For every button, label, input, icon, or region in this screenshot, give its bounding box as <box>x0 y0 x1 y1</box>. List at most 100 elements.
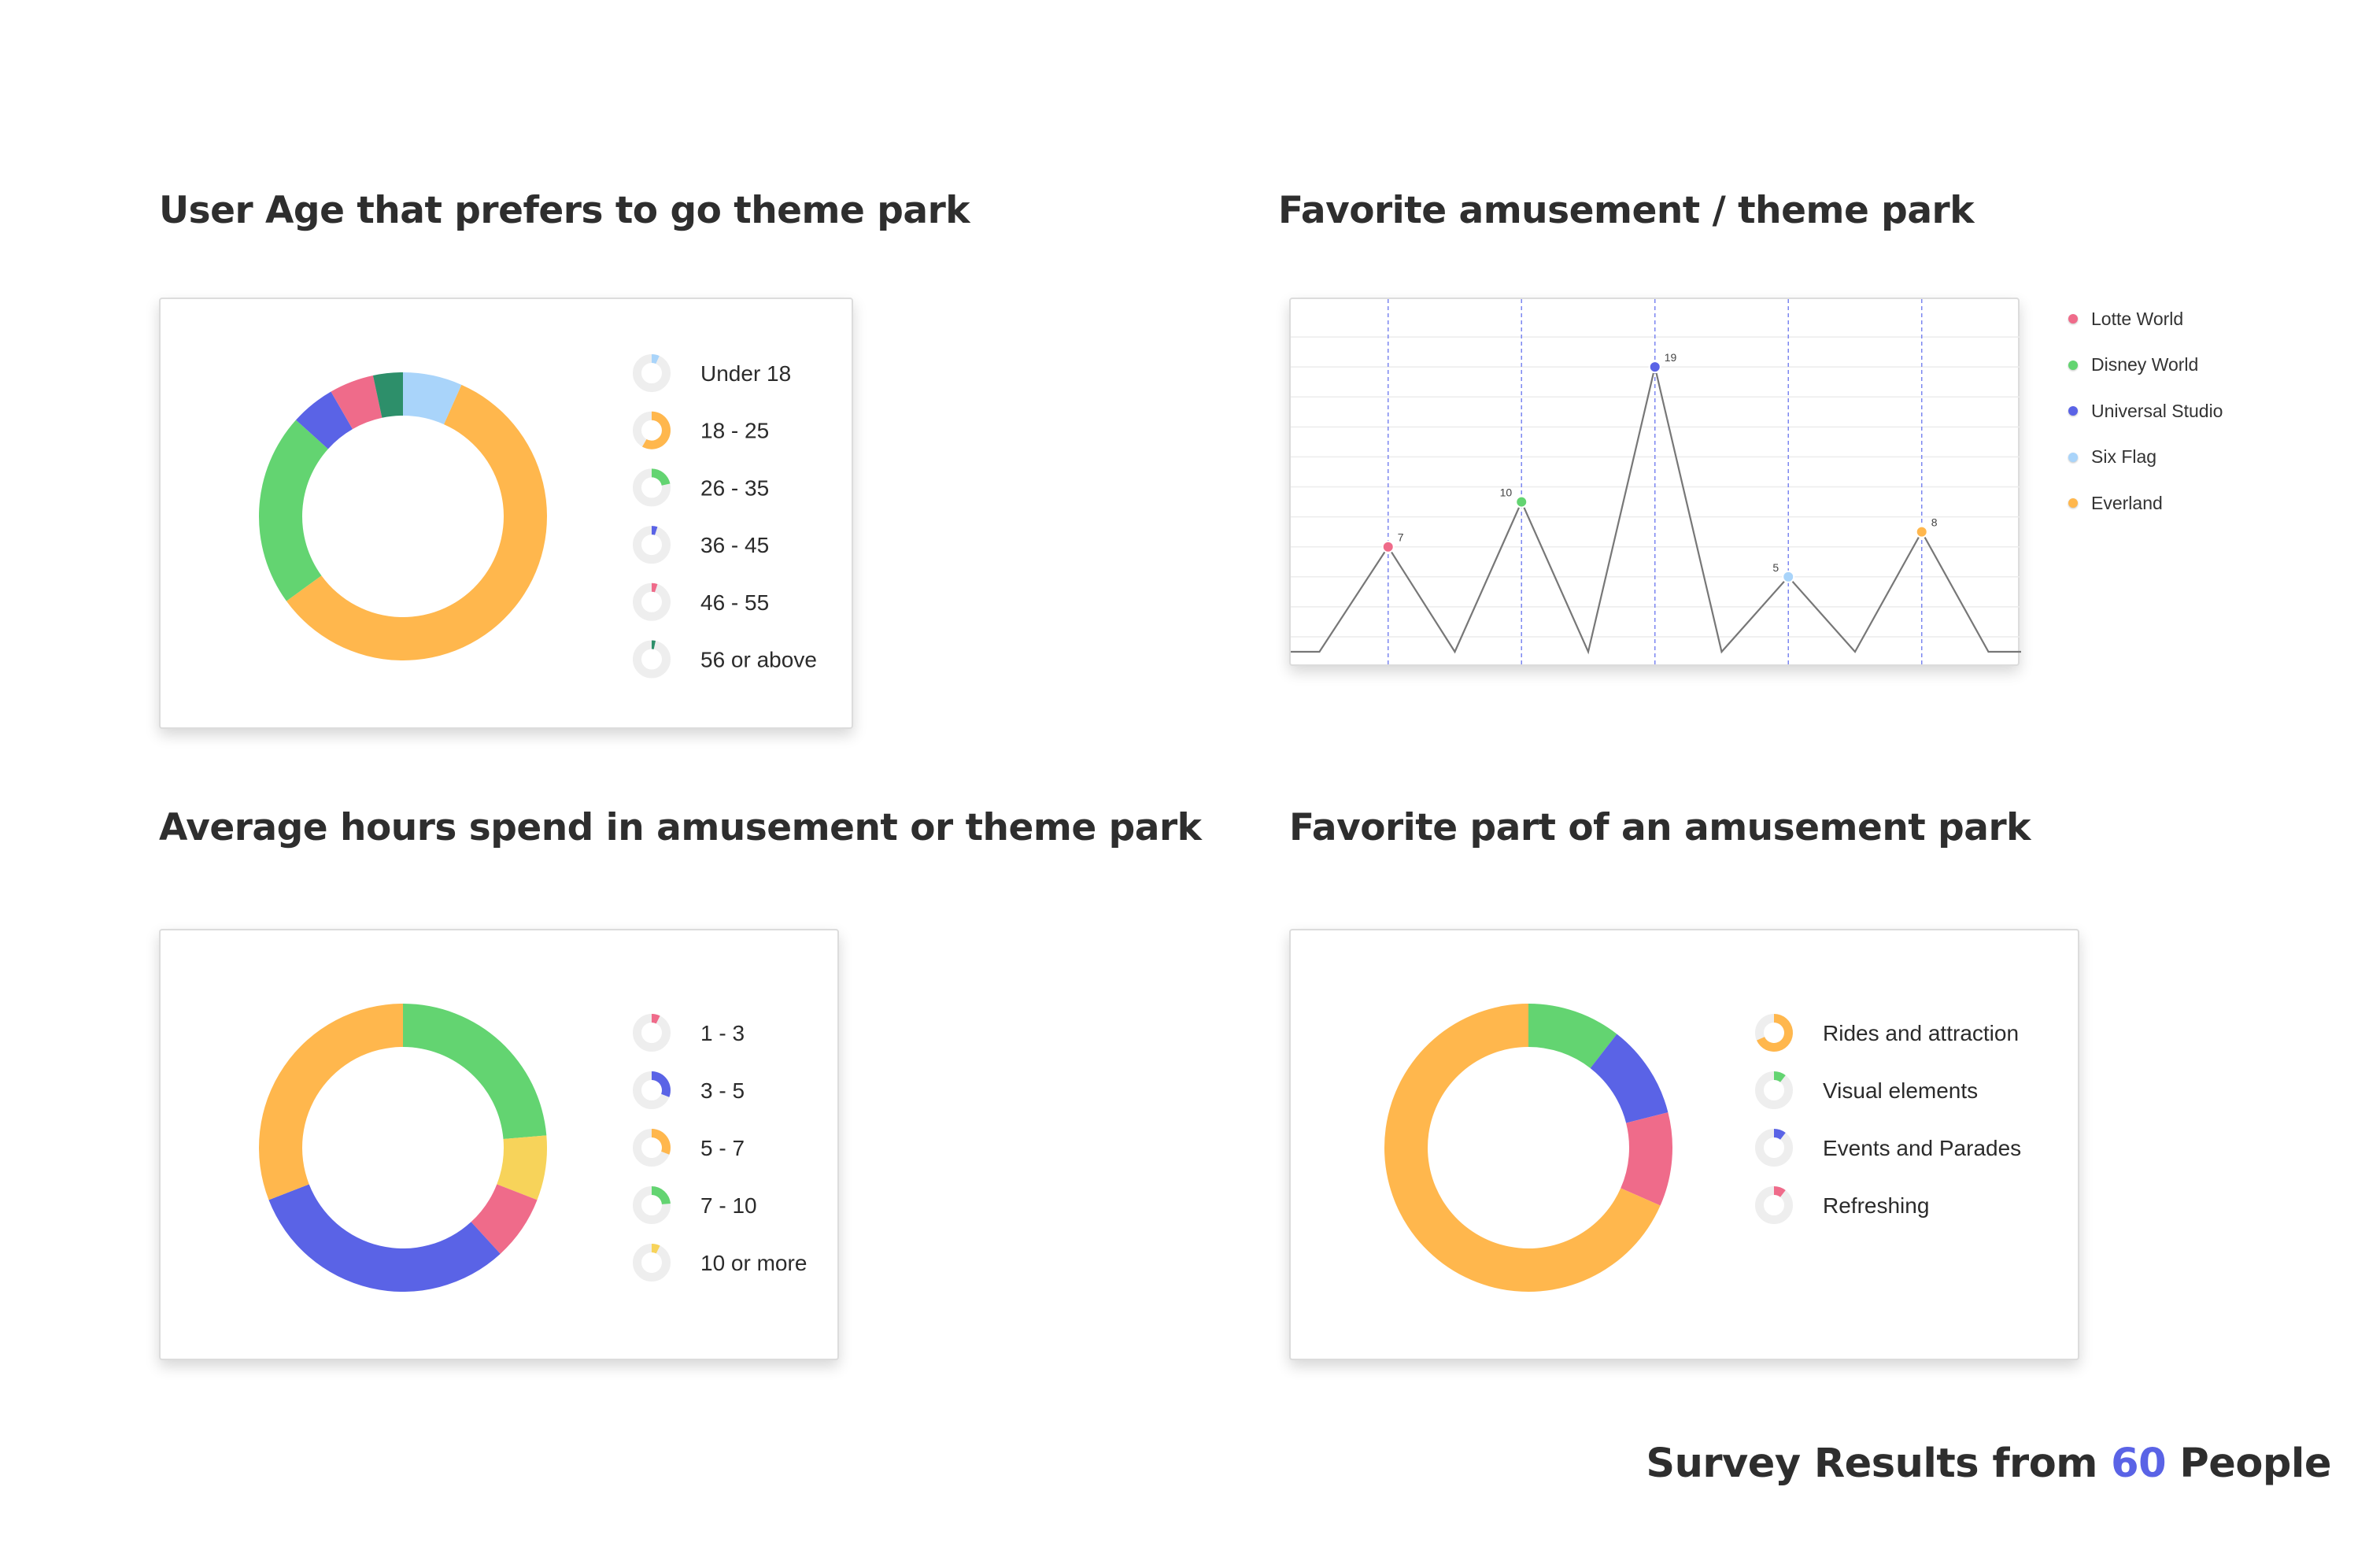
age-donut <box>259 372 547 661</box>
legend-item: 3 - 5 <box>633 1071 745 1109</box>
legend-item-disney-world: Disney World <box>2068 342 2223 389</box>
legend-label: Disney World <box>2091 354 2199 375</box>
favorite-part-chart-title: Favorite part of an amusement park <box>1289 806 2031 849</box>
park-line-chart: 7 10 19 5 8 <box>1291 299 2021 668</box>
legend-item: 18 - 25 <box>633 411 769 449</box>
legend-item: Visual elements <box>1755 1071 1978 1109</box>
donut-slice-visual-elements <box>1528 1004 1617 1068</box>
favorite-part-legend: Rides and attraction Visual elements Event… <box>1755 1014 2021 1224</box>
legend-label: Everland <box>2091 492 2163 513</box>
donut-slice-18-25 <box>286 384 547 661</box>
legend-icon-56-or-above <box>652 640 656 649</box>
legend-label: 26 - 35 <box>700 475 769 500</box>
legend-icon-1-3 <box>652 1014 660 1024</box>
donut-slice-7-10 <box>403 1004 547 1140</box>
legend-item: Refreshing <box>1755 1186 1929 1224</box>
legend-label: 46 - 55 <box>700 590 769 615</box>
legend-icon-5-7 <box>652 1129 671 1155</box>
legend-icon-7-10 <box>652 1186 671 1204</box>
legend-item-six-flag: Six Flag <box>2068 435 2223 481</box>
data-point-disney-world <box>1515 495 1528 509</box>
legend-item: 10 or more <box>633 1244 807 1282</box>
data-point-everland <box>1915 525 1928 538</box>
survey-summary-suffix: People <box>2179 1441 2331 1487</box>
legend-track <box>633 1244 671 1282</box>
legend-track <box>633 526 671 564</box>
legend-label: Refreshing <box>1823 1193 1929 1218</box>
data-label: 19 <box>1665 351 1677 364</box>
hours-chart-card: 1 - 3 3 - 5 5 - 7 7 - 10 10 or more <box>159 929 839 1360</box>
age-chart-card: Under 18 18 - 25 26 - 35 36 - 45 46 - 55 56 o… <box>159 298 853 729</box>
legend-label: 36 - 45 <box>700 533 769 557</box>
park-chart-guides <box>1387 299 1923 668</box>
park-chart-line <box>1291 366 2021 655</box>
donut-slice-56-or-above <box>372 372 403 418</box>
legend-icon-26-35 <box>652 468 671 486</box>
donut-slice-1-3 <box>471 1184 538 1254</box>
legend-label: 3 - 5 <box>700 1078 745 1103</box>
donut-slice-26-35 <box>259 420 328 601</box>
favorite-part-donut <box>1384 1004 1672 1292</box>
donut-slice-3-5 <box>268 1184 501 1292</box>
donut-slice-under-18 <box>403 372 462 425</box>
legend-track <box>633 640 671 679</box>
data-label: 8 <box>1931 516 1938 529</box>
legend-track <box>633 583 671 621</box>
park-chart-card: 7 10 19 5 8 <box>1289 298 2021 668</box>
legend-dot <box>2068 452 2078 462</box>
data-label: 10 <box>1500 486 1513 499</box>
legend-dot <box>2068 314 2078 324</box>
legend-item: 5 - 7 <box>633 1129 745 1167</box>
legend-item: 1 - 3 <box>633 1014 745 1052</box>
legend-item: 46 - 55 <box>633 583 769 621</box>
legend-label: Under 18 <box>700 361 791 386</box>
survey-summary: Survey Results from 60 People <box>1646 1441 2331 1487</box>
legend-dot <box>2068 360 2078 370</box>
age-donut-chart: Under 18 18 - 25 26 - 35 36 - 45 46 - 55 56 o… <box>259 354 817 679</box>
legend-icon-3-5 <box>652 1071 671 1097</box>
legend-item: 56 or above <box>633 640 817 679</box>
age-legend: Under 18 18 - 25 26 - 35 36 - 45 46 - 55 56 o… <box>633 354 817 679</box>
legend-icon-46-55 <box>652 583 658 593</box>
park-chart-points: 7 10 19 5 8 <box>1381 351 1938 583</box>
donut-slice-refreshing <box>1621 1112 1672 1206</box>
legend-icon-under-18 <box>652 354 660 364</box>
legend-item: Rides and attraction <box>1755 1014 2019 1052</box>
data-label: 5 <box>1772 561 1779 574</box>
survey-summary-prefix: Survey Results from <box>1646 1441 2097 1487</box>
donut-slice-46-55 <box>331 375 382 430</box>
legend-label: 56 or above <box>700 648 817 672</box>
donut-slice-5-7 <box>259 1004 403 1200</box>
favorite-part-chart-card: Rides and attraction Visual elements Event… <box>1289 929 2079 1360</box>
hours-chart-title: Average hours spend in amusement or them… <box>159 806 1202 849</box>
series-line <box>1291 366 2021 655</box>
legend-label: Universal Studio <box>2091 400 2223 421</box>
data-point-universal-studio <box>1648 361 1661 374</box>
legend-label: Visual elements <box>1823 1078 1978 1103</box>
legend-label: Events and Parades <box>1823 1136 2021 1160</box>
park-chart-grid <box>1291 336 2021 638</box>
legend-icon-36-45 <box>652 526 658 535</box>
legend-label: Six Flag <box>2091 446 2157 468</box>
data-point-six-flag <box>1782 570 1795 583</box>
donut-slice-rides-and-attraction <box>1384 1004 1661 1292</box>
legend-item-everland: Everland <box>2068 480 2223 527</box>
legend-item: 7 - 10 <box>633 1186 757 1224</box>
legend-label: 18 - 25 <box>700 419 769 443</box>
legend-track <box>1755 1071 1793 1109</box>
legend-item: Events and Parades <box>1755 1129 2021 1167</box>
legend-item: Under 18 <box>633 354 791 392</box>
legend-item-lotte-world: Lotte World <box>2068 296 2223 342</box>
donut-slice-36-45 <box>296 391 353 449</box>
legend-icon-visual-elements <box>1774 1071 1786 1082</box>
favorite-part-donut-chart: Rides and attraction Visual elements Event… <box>1384 1004 2021 1292</box>
legend-icon-rides-and-attraction <box>1757 1014 1793 1052</box>
legend-item: 36 - 45 <box>633 526 769 564</box>
hours-legend: 1 - 3 3 - 5 5 - 7 7 - 10 10 or more <box>633 1014 807 1282</box>
legend-icon-events-and-parades <box>1774 1129 1786 1140</box>
legend-item: 26 - 35 <box>633 468 769 507</box>
legend-label: Rides and attraction <box>1823 1021 2019 1045</box>
data-point-lotte-world <box>1381 540 1395 553</box>
hours-donut <box>259 1004 547 1292</box>
park-legend: Lotte World Disney World Universal Studio S… <box>2068 296 2223 527</box>
